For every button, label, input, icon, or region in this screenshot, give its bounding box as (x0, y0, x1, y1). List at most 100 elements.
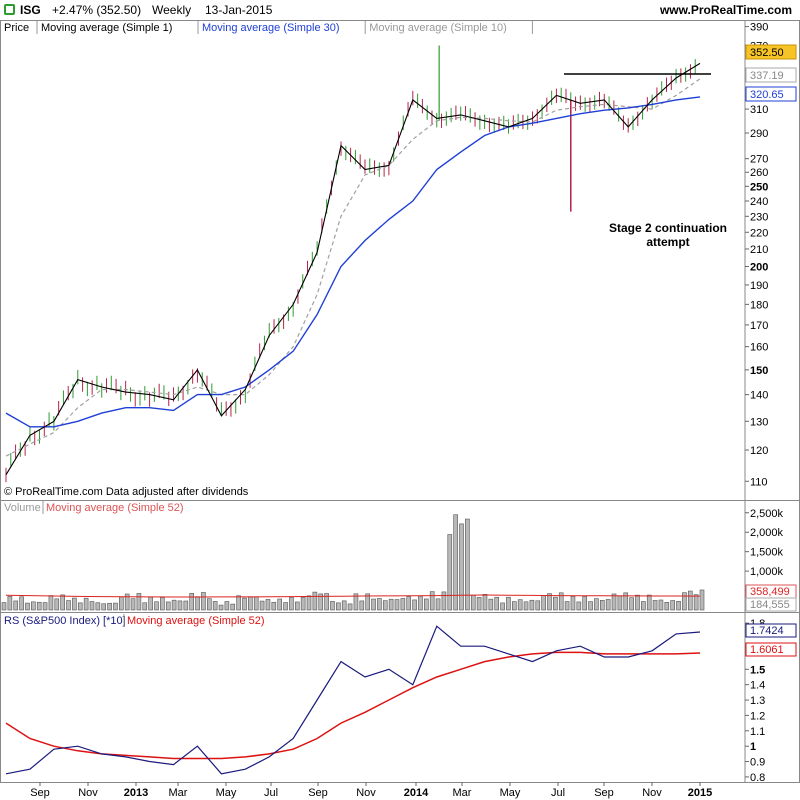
volume-bar (1, 602, 7, 611)
volume-bar (512, 601, 517, 611)
volume-bar (406, 596, 412, 611)
volume-bar (635, 594, 640, 611)
volume-bar (605, 599, 611, 611)
volume-ma-line (5, 594, 701, 598)
volume-bar (506, 596, 511, 611)
volume-bar (242, 597, 247, 611)
volume-bar (641, 601, 646, 611)
volume-bar (72, 597, 77, 611)
volume-bar (365, 593, 370, 611)
volume-bar (171, 599, 177, 611)
volume-bar (236, 595, 241, 611)
volume-bar (206, 598, 212, 611)
volume-bar (394, 599, 400, 611)
ma10-value-label: 337.19 (750, 70, 784, 82)
volume-bar (124, 593, 130, 611)
volume-bar (441, 591, 447, 611)
x-tick-label: Mar (169, 787, 188, 799)
volume-bar (318, 593, 324, 611)
volume-last-value: 184,555 (750, 599, 790, 611)
x-tick-label: Nov (78, 787, 98, 799)
price-legend-item: Moving average (Simple 10) (369, 22, 507, 34)
x-tick-label: Mar (453, 787, 472, 799)
price-tick-label: 230 (750, 211, 768, 223)
price-tick-label: 180 (750, 299, 768, 311)
rs-ma-value: 1.6061 (750, 644, 784, 656)
volume-bar (558, 592, 564, 611)
volume-bar (218, 604, 224, 611)
volume-bar (160, 597, 165, 611)
price-tick-label: 130 (750, 416, 768, 428)
volume-bar (447, 534, 453, 611)
volume-bar (165, 601, 171, 611)
volume-bar (77, 602, 83, 611)
volume-bar (623, 592, 629, 611)
volume-bar (547, 593, 552, 611)
volume-bar (599, 600, 605, 611)
x-tick-label: 2014 (404, 787, 429, 799)
volume-bar (582, 596, 587, 611)
price-tick-label: 170 (750, 320, 768, 332)
volume-bar (183, 600, 189, 611)
volume-bar (154, 601, 159, 611)
volume-bar (341, 600, 347, 611)
rs-tick-label: 0.8 (750, 772, 765, 784)
price-tick-label: 290 (750, 128, 768, 140)
volume-bar (283, 602, 288, 611)
volume-bar (523, 601, 529, 611)
rs-tick-label: 1.5 (750, 664, 765, 676)
price-tick-label: 110 (750, 476, 768, 488)
volume-bar (453, 514, 458, 611)
ma10-value-label-box (745, 67, 797, 83)
symbol: ISG (20, 3, 41, 17)
volume-bar (570, 596, 576, 611)
ma30-line (5, 96, 701, 428)
price-tick-label: 310 (750, 104, 768, 116)
volume-bar (224, 601, 230, 611)
price-tick-label: 150 (750, 365, 768, 377)
volume-tick-label: 1,000k (750, 566, 784, 578)
volume-bar (564, 601, 570, 611)
volume-bar (535, 600, 541, 611)
volume-bar (658, 599, 664, 611)
date: 13-Jan-2015 (205, 3, 273, 17)
volume-bar (107, 602, 112, 611)
ticker-icon (4, 4, 15, 15)
price-tick-label: 160 (750, 342, 768, 354)
volume-bar (148, 596, 153, 611)
volume-bar (212, 601, 218, 611)
x-tick-label: May (216, 787, 237, 799)
price-legend-item: Price (4, 22, 29, 34)
x-tick-label: Sep (594, 787, 614, 799)
volume-bar (324, 593, 329, 611)
volume-bar (465, 518, 470, 611)
volume-bar (629, 597, 634, 611)
price-tick-label: 140 (750, 390, 768, 402)
price-tick-label: 250 (750, 181, 768, 193)
volume-bar (371, 598, 376, 611)
volume-bar (19, 596, 24, 611)
volume-bar (617, 595, 623, 611)
volume-bar (42, 602, 48, 611)
rs-value: 1.7424 (750, 625, 784, 637)
x-tick-label: Sep (30, 787, 50, 799)
volume-bar (594, 598, 599, 611)
ma30-value-label: 320.65 (750, 89, 784, 101)
volume-tick-label: 2,500k (750, 508, 784, 520)
volume-bar (646, 594, 652, 611)
volume-bar (670, 600, 675, 611)
x-tick-label: Nov (356, 787, 376, 799)
volume-bar (664, 602, 670, 611)
volume-bar (95, 602, 101, 611)
rs-tick-label: 1 (750, 741, 756, 753)
volume-bar (400, 598, 406, 611)
rs-ma-line (5, 651, 701, 760)
volume-bar (682, 592, 687, 611)
last-price-label-box (745, 44, 797, 60)
volume-bar (482, 594, 488, 611)
volume-bar (294, 601, 300, 611)
volume-bar (300, 597, 306, 611)
volume-bar (541, 595, 546, 611)
volume-bar (48, 595, 54, 611)
price-legend-item: Moving average (Simple 1) (41, 22, 172, 34)
